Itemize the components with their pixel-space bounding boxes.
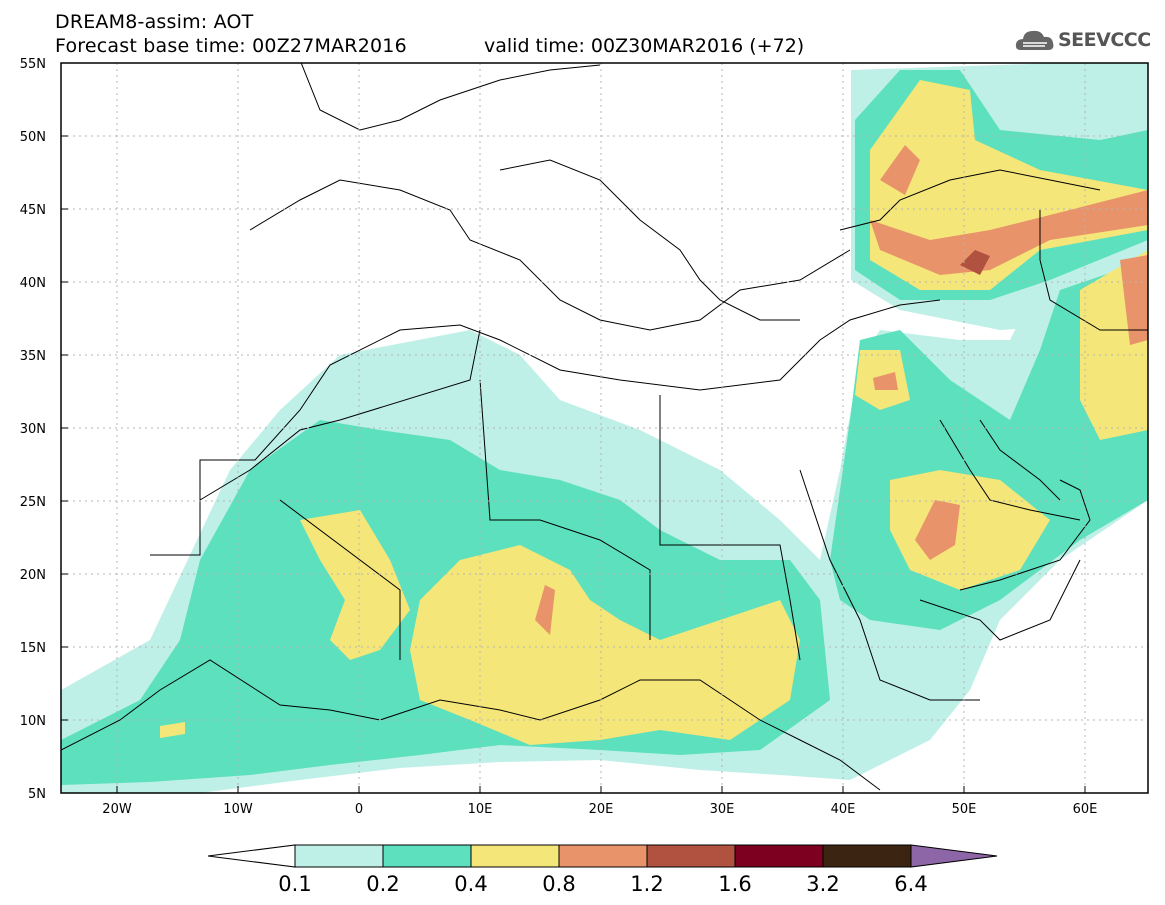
colorbar-label-0.1: 0.1: [278, 872, 312, 896]
lon-label-0: 0: [355, 802, 363, 817]
lon-label-50e: 50E: [952, 802, 977, 817]
coastlines: [61, 63, 1148, 791]
colorbar-label-1.2: 1.2: [630, 872, 664, 896]
cloud-logo-icon: [1015, 30, 1054, 50]
colorbar-label-3.2: 3.2: [806, 872, 840, 896]
lat-label-50n: 50N: [20, 130, 46, 145]
colorbar-min-arrow: [207, 844, 296, 868]
gridlines: [61, 63, 1148, 793]
lon-label-40e: 40E: [831, 802, 856, 817]
lat-label-35n: 35N: [20, 349, 46, 364]
lat-label-30n: 30N: [20, 422, 46, 437]
colorbar-swatch-2: [382, 844, 472, 868]
logo-text: SEEVCCC: [1058, 29, 1151, 51]
colorbar-swatch-5: [646, 844, 736, 868]
lon-label-10e: 10E: [468, 802, 493, 817]
colorbar-label-0.2: 0.2: [366, 872, 400, 896]
lat-label-10n: 10N: [20, 714, 46, 729]
lon-label-60e: 60E: [1073, 802, 1098, 817]
colorbar-swatch-6: [734, 844, 824, 868]
lon-label-20w: 20W: [102, 802, 132, 817]
colorbar-label-0.8: 0.8: [542, 872, 576, 896]
lon-label-30e: 30E: [710, 802, 735, 817]
colorbar-swatch-4: [558, 844, 648, 868]
lat-label-25n: 25N: [20, 495, 46, 510]
lon-ticks: [116, 786, 1086, 793]
colorbar-swatch-1: [294, 844, 384, 868]
lat-label-20n: 20N: [20, 568, 46, 583]
colorbar-label-1.6: 1.6: [718, 872, 752, 896]
lat-labels: 55N 50N 45N 40N 35N 30N 25N 20N 15N 10N …: [20, 57, 46, 802]
lon-label-20e: 20E: [589, 802, 614, 817]
lat-label-5n: 5N: [28, 787, 46, 802]
aot-field: [61, 63, 1148, 793]
lat-label-40n: 40N: [20, 276, 46, 291]
colorbar-label-6.4: 6.4: [894, 872, 928, 896]
map-title: DREAM8-assim: AOT: [55, 11, 254, 33]
lat-ticks: [61, 62, 68, 794]
forecast-base-time: Forecast base time: 00Z27MAR2016: [55, 35, 407, 57]
lat-label-15n: 15N: [20, 641, 46, 656]
colorbar-swatch-7: [822, 844, 912, 868]
colorbar: [207, 844, 998, 868]
colorbar-swatch-3: [470, 844, 560, 868]
lon-labels: 20W 10W 0 10E 20E 30E 40E 50E 60E: [102, 802, 1097, 817]
colorbar-label-0.4: 0.4: [454, 872, 488, 896]
colorbar-max-arrow: [910, 844, 998, 868]
lon-label-10w: 10W: [223, 802, 253, 817]
lat-label-55n: 55N: [20, 57, 46, 72]
lat-label-45n: 45N: [20, 203, 46, 218]
valid-time: valid time: 00Z30MAR2016 (+72): [484, 35, 805, 57]
